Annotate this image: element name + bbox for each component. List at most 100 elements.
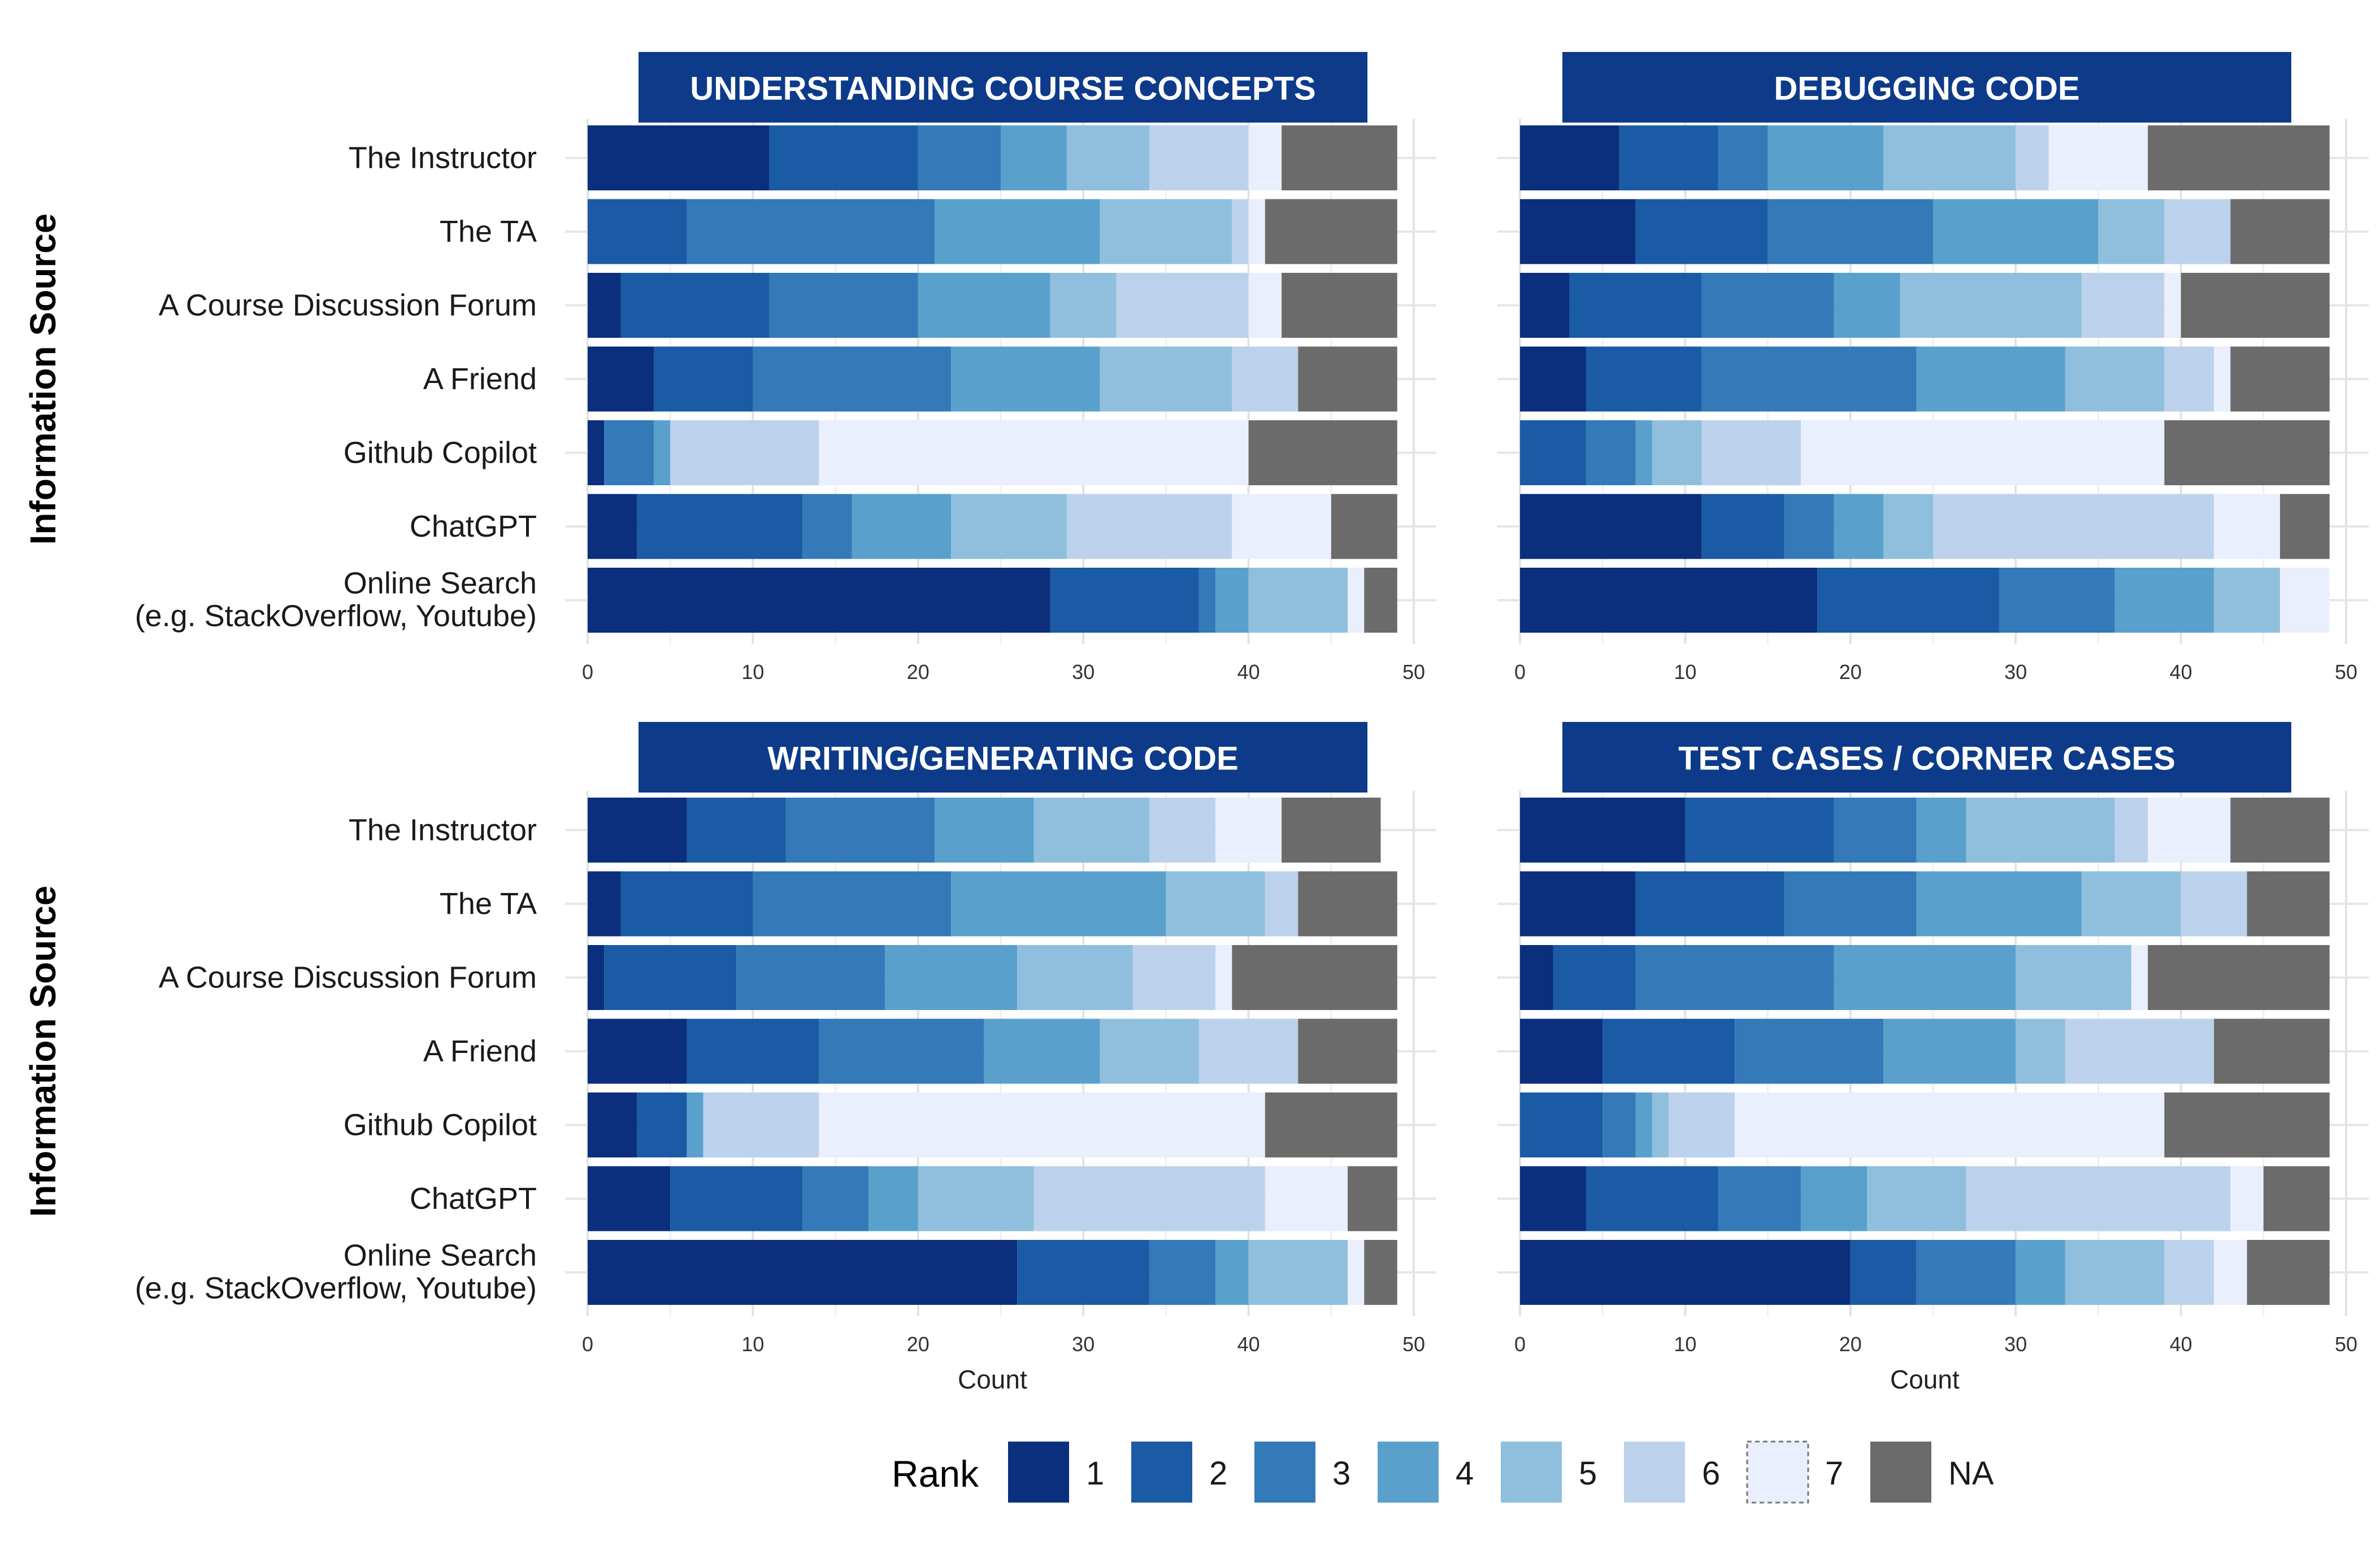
x-tick-label-writing-generating-code: 20 [907,1333,930,1356]
bar-segment-debugging-code-row4-rank-2 [1586,346,1702,412]
category-label-line2: (e.g. StackOverflow, Youtube) [135,1272,537,1305]
bar-segment-writing-generating-code-row6-rank-6 [1033,1166,1265,1231]
bar-segment-test-cases-corner-cases-row4-rank-2 [1602,1018,1735,1084]
bar-segment-debugging-code-row7-rank-3 [1999,568,2115,633]
bar-segment-understanding-course-concepts-row1-rank-4 [1001,125,1067,190]
bar-segment-writing-generating-code-row3-rank-NA [1232,945,1397,1010]
bar-segment-writing-generating-code-row2-rank-NA [1298,871,1397,937]
bar-segment-test-cases-corner-cases-row3-rank-5 [2016,945,2131,1010]
bar-segment-understanding-course-concepts-row4-rank-NA [1298,346,1397,412]
bar-segment-understanding-course-concepts-row5-rank-3 [604,420,654,485]
category-label: The Instructor [349,813,537,847]
bar-segment-writing-generating-code-row2-rank-6 [1265,871,1298,937]
legend-swatch-rank-1 [1008,1442,1069,1503]
bar-segment-understanding-course-concepts-row3-rank-7 [1248,273,1282,338]
bar-segment-debugging-code-row4-rank-1 [1520,346,1586,412]
category-label: ChatGPT [410,1182,537,1216]
bar-segment-debugging-code-row5-rank-4 [1635,420,1652,485]
legend-swatch-rank-2 [1131,1442,1192,1503]
bar-segment-test-cases-corner-cases-row4-rank-3 [1735,1018,1884,1084]
bar-segment-understanding-course-concepts-row1-rank-2 [769,125,918,190]
bar-segment-test-cases-corner-cases-row6-rank-4 [1801,1166,1867,1231]
bar-segment-debugging-code-row3-rank-4 [1834,273,1900,338]
panel-title-writing-generating-code: WRITING/GENERATING CODE [767,741,1238,777]
bar-segment-understanding-course-concepts-row6-rank-1 [588,494,637,559]
bar-segment-test-cases-corner-cases-row1-rank-7 [2148,798,2231,863]
bar-segment-debugging-code-row6-rank-3 [1784,494,1834,559]
bar-segment-understanding-course-concepts-row3-rank-4 [918,273,1050,338]
bar-segment-debugging-code-row1-rank-3 [1718,125,1768,190]
bar-segment-writing-generating-code-row7-rank-7 [1348,1240,1365,1305]
bar-segment-debugging-code-row2-rank-4 [1933,199,2099,264]
bar-segment-debugging-code-row3-rank-1 [1520,273,1570,338]
bar-segment-understanding-course-concepts-row6-rank-6 [1066,494,1232,559]
bar-segment-understanding-course-concepts-row5-rank-4 [653,420,671,485]
bar-segment-debugging-code-row1-rank-6 [2016,125,2049,190]
bar-segment-debugging-code-row5-rank-7 [1801,420,2165,485]
bar-segment-understanding-course-concepts-row3-rank-2 [620,273,770,338]
legend-label-rank-7: 7 [1825,1455,1843,1492]
x-tick-label-understanding-course-concepts: 40 [1237,660,1260,684]
bar-segment-test-cases-corner-cases-row6-rank-NA [2263,1166,2330,1231]
bar-segment-understanding-course-concepts-row6-rank-4 [852,494,952,559]
bar-segment-test-cases-corner-cases-row7-rank-5 [2065,1240,2165,1305]
bar-segment-debugging-code-row4-rank-6 [2164,346,2214,412]
x-axis-title-writing-generating-code: Count [958,1365,1027,1394]
bar-segment-writing-generating-code-row5-rank-6 [703,1092,819,1157]
x-axis-title-test-cases-corner-cases: Count [1890,1365,1960,1394]
bar-segment-debugging-code-row6-rank-4 [1834,494,1884,559]
bar-segment-test-cases-corner-cases-row5-rank-4 [1635,1092,1652,1157]
bar-segment-test-cases-corner-cases-row6-rank-2 [1586,1166,1718,1231]
bar-segment-understanding-course-concepts-row1-rank-6 [1149,125,1249,190]
bar-segment-understanding-course-concepts-row7-rank-7 [1348,568,1365,633]
bar-segment-debugging-code-row7-rank-1 [1520,568,1818,633]
bar-segment-test-cases-corner-cases-row2-rank-3 [1784,871,1917,937]
bar-segment-test-cases-corner-cases-row7-rank-7 [2214,1240,2247,1305]
bar-segment-test-cases-corner-cases-row7-rank-6 [2164,1240,2214,1305]
bar-segment-understanding-course-concepts-row1-rank-7 [1248,125,1282,190]
legend-label-rank-NA: NA [1948,1455,1994,1492]
legend-swatch-rank-4 [1378,1442,1439,1503]
bar-segment-writing-generating-code-row3-rank-6 [1132,945,1216,1010]
bar-segment-debugging-code-row4-rank-4 [1916,346,2065,412]
bar-segment-writing-generating-code-row2-rank-4 [951,871,1166,937]
bar-segment-understanding-course-concepts-row1-rank-5 [1066,125,1150,190]
bar-segment-test-cases-corner-cases-row5-rank-7 [1735,1092,2165,1157]
bar-segment-debugging-code-row5-rank-NA [2164,420,2330,485]
bar-segment-debugging-code-row4-rank-NA [2230,346,2330,412]
category-label: Github Copilot [344,436,537,470]
bar-segment-test-cases-corner-cases-row7-rank-NA [2247,1240,2330,1305]
bar-segment-writing-generating-code-row7-rank-4 [1215,1240,1249,1305]
bar-segment-writing-generating-code-row2-rank-2 [620,871,753,937]
bar-segment-debugging-code-row2-rank-5 [2098,199,2165,264]
bar-segment-understanding-course-concepts-row2-rank-4 [935,199,1100,264]
bar-segment-understanding-course-concepts-row4-rank-4 [951,346,1100,412]
bar-segment-understanding-course-concepts-row3-rank-1 [588,273,621,338]
bar-segment-understanding-course-concepts-row4-rank-5 [1100,346,1232,412]
bar-segment-test-cases-corner-cases-row3-rank-4 [1834,945,2016,1010]
bar-segment-test-cases-corner-cases-row6-rank-7 [2230,1166,2264,1231]
bar-segment-debugging-code-row6-rank-7 [2214,494,2281,559]
x-tick-label-writing-generating-code: 30 [1072,1333,1095,1356]
bar-segment-writing-generating-code-row6-rank-4 [868,1166,918,1231]
x-tick-label-test-cases-corner-cases: 10 [1674,1333,1696,1356]
y-axis-title: Information Source [23,214,63,545]
bar-segment-debugging-code-row7-rank-2 [1817,568,1999,633]
bar-segment-writing-generating-code-row3-rank-5 [1017,945,1133,1010]
bar-segment-debugging-code-row5-rank-2 [1520,420,1586,485]
bar-segment-test-cases-corner-cases-row7-rank-1 [1520,1240,1851,1305]
legend-swatch-rank-5 [1501,1442,1562,1503]
bar-segment-debugging-code-row3-rank-3 [1701,273,1834,338]
bar-segment-understanding-course-concepts-row3-rank-NA [1282,273,1397,338]
bar-segment-writing-generating-code-row1-rank-2 [687,798,786,863]
panel-title-debugging-code: DEBUGGING CODE [1774,71,2079,107]
bar-segment-test-cases-corner-cases-row7-rank-2 [1850,1240,1917,1305]
bar-segment-understanding-course-concepts-row4-rank-2 [653,346,753,412]
bar-segment-test-cases-corner-cases-row4-rank-1 [1520,1018,1603,1084]
bar-segment-writing-generating-code-row7-rank-3 [1149,1240,1216,1305]
bar-segment-writing-generating-code-row3-rank-3 [736,945,885,1010]
category-label: A Friend [423,362,537,396]
legend-swatch-rank-6 [1624,1442,1685,1503]
bar-segment-writing-generating-code-row5-rank-1 [588,1092,637,1157]
x-tick-label-debugging-code: 20 [1839,660,1862,684]
